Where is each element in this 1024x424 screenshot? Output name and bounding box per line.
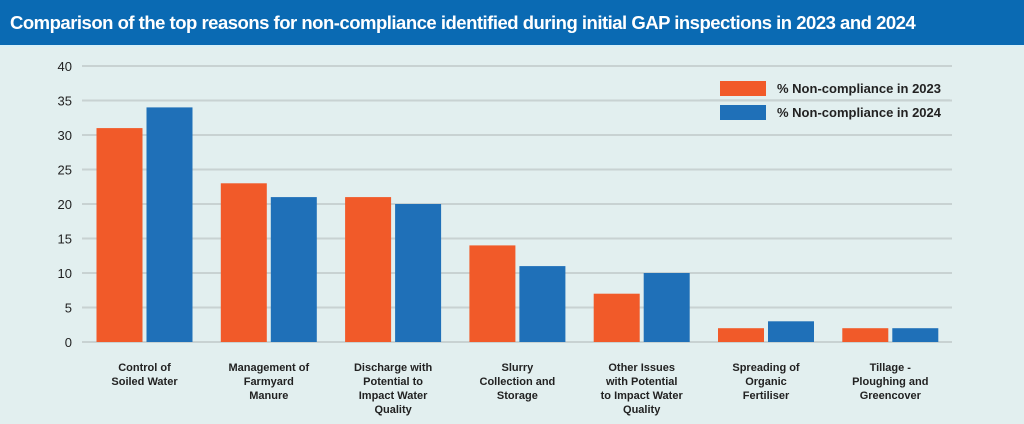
x-tick-label: Control of Soiled Water (80, 361, 210, 389)
y-tick-label: 15 (58, 232, 72, 247)
y-tick-label: 0 (65, 335, 72, 350)
x-tick-label-line: Greencover (859, 390, 921, 402)
bar-2024 (146, 107, 193, 343)
x-tick-label-line: Slurry (501, 362, 534, 374)
bar-2023 (220, 183, 267, 342)
bar-2024 (892, 328, 939, 342)
bar-2023 (718, 328, 764, 342)
x-tick-label-line: Farmyard (243, 376, 294, 388)
legend-swatch-2023 (720, 81, 766, 96)
bar-2024 (768, 321, 814, 342)
y-axis: 0 5 10 15 20 25 30 35 40 (58, 59, 72, 350)
x-tick-label-line: Discharge with (353, 362, 433, 374)
x-tick-label: Spreading of Organic Fertiliser (701, 361, 831, 403)
x-tick-label-line: Storage (496, 390, 538, 402)
x-tick-label-line: Collection and (479, 376, 556, 388)
bar-2023 (842, 328, 889, 342)
x-tick-label-line: Soiled Water (111, 376, 178, 388)
y-tick-label: 35 (58, 94, 72, 109)
x-tick-label: Discharge with Potential to Impact Water Qu… (328, 361, 458, 417)
bar-2023 (96, 128, 143, 342)
bars (96, 107, 939, 343)
bar-2024 (519, 266, 566, 342)
legend-label-2023: % Non-compliance in 2023 (777, 81, 941, 96)
x-tick-label-line: Spreading of (732, 362, 800, 374)
x-tick-label-line: Impact Water (358, 390, 428, 402)
x-tick-label-line: Potential to (363, 376, 424, 388)
x-tick-label-line: Organic (745, 376, 787, 388)
bar-2024 (643, 273, 690, 342)
x-tick-label-line: Fertiliser (742, 390, 790, 402)
title-bar: Comparison of the top reasons for non-co… (0, 0, 1024, 47)
bar-chart: 0 5 10 15 20 25 30 35 40 % Non-compliance in 202… (58, 59, 952, 350)
y-tick-label: 25 (58, 163, 72, 178)
x-tick-label-line: Management of (228, 362, 310, 374)
x-tick-label-line: Tillage - (869, 362, 911, 374)
x-tick-label: Slurry Collection and Storage (452, 361, 582, 403)
x-tick-label-line: Quality (623, 404, 661, 416)
bar-2024 (395, 204, 442, 342)
bar-2023 (593, 293, 640, 342)
y-tick-label: 40 (58, 59, 72, 74)
legend-swatch-2024 (720, 105, 766, 120)
legend: % Non-compliance in 2023 % Non-complianc… (700, 81, 950, 120)
x-tick-label-line: Other Issues (608, 362, 675, 374)
x-tick-label: Management of Farmyard Manure (204, 361, 334, 403)
bar-2023 (469, 245, 516, 342)
x-tick-label-line: Manure (249, 390, 289, 402)
x-tick-label-line: with Potential (605, 376, 678, 388)
x-tick-label: Tillage - Ploughing and Greencover (825, 361, 955, 403)
y-tick-label: 5 (65, 301, 72, 316)
y-tick-label: 10 (58, 266, 72, 281)
x-tick-label-line: to Impact Water (600, 390, 683, 402)
bar-2024 (270, 197, 317, 342)
x-tick-label-line: Quality (374, 404, 412, 416)
y-tick-label: 30 (58, 128, 72, 143)
x-tick-label-line: Control of (118, 362, 171, 374)
chart-title: Comparison of the top reasons for non-co… (10, 12, 916, 33)
legend-label-2024: % Non-compliance in 2024 (777, 105, 942, 120)
x-tick-label: Other Issues with Potential to Impact Wate… (577, 361, 707, 417)
x-tick-label-line: Ploughing and (852, 376, 929, 388)
chart-area: 0 5 10 15 20 25 30 35 40 % Non-compliance in 202… (0, 47, 1024, 424)
bar-2023 (345, 197, 392, 342)
y-tick-label: 20 (58, 197, 72, 212)
